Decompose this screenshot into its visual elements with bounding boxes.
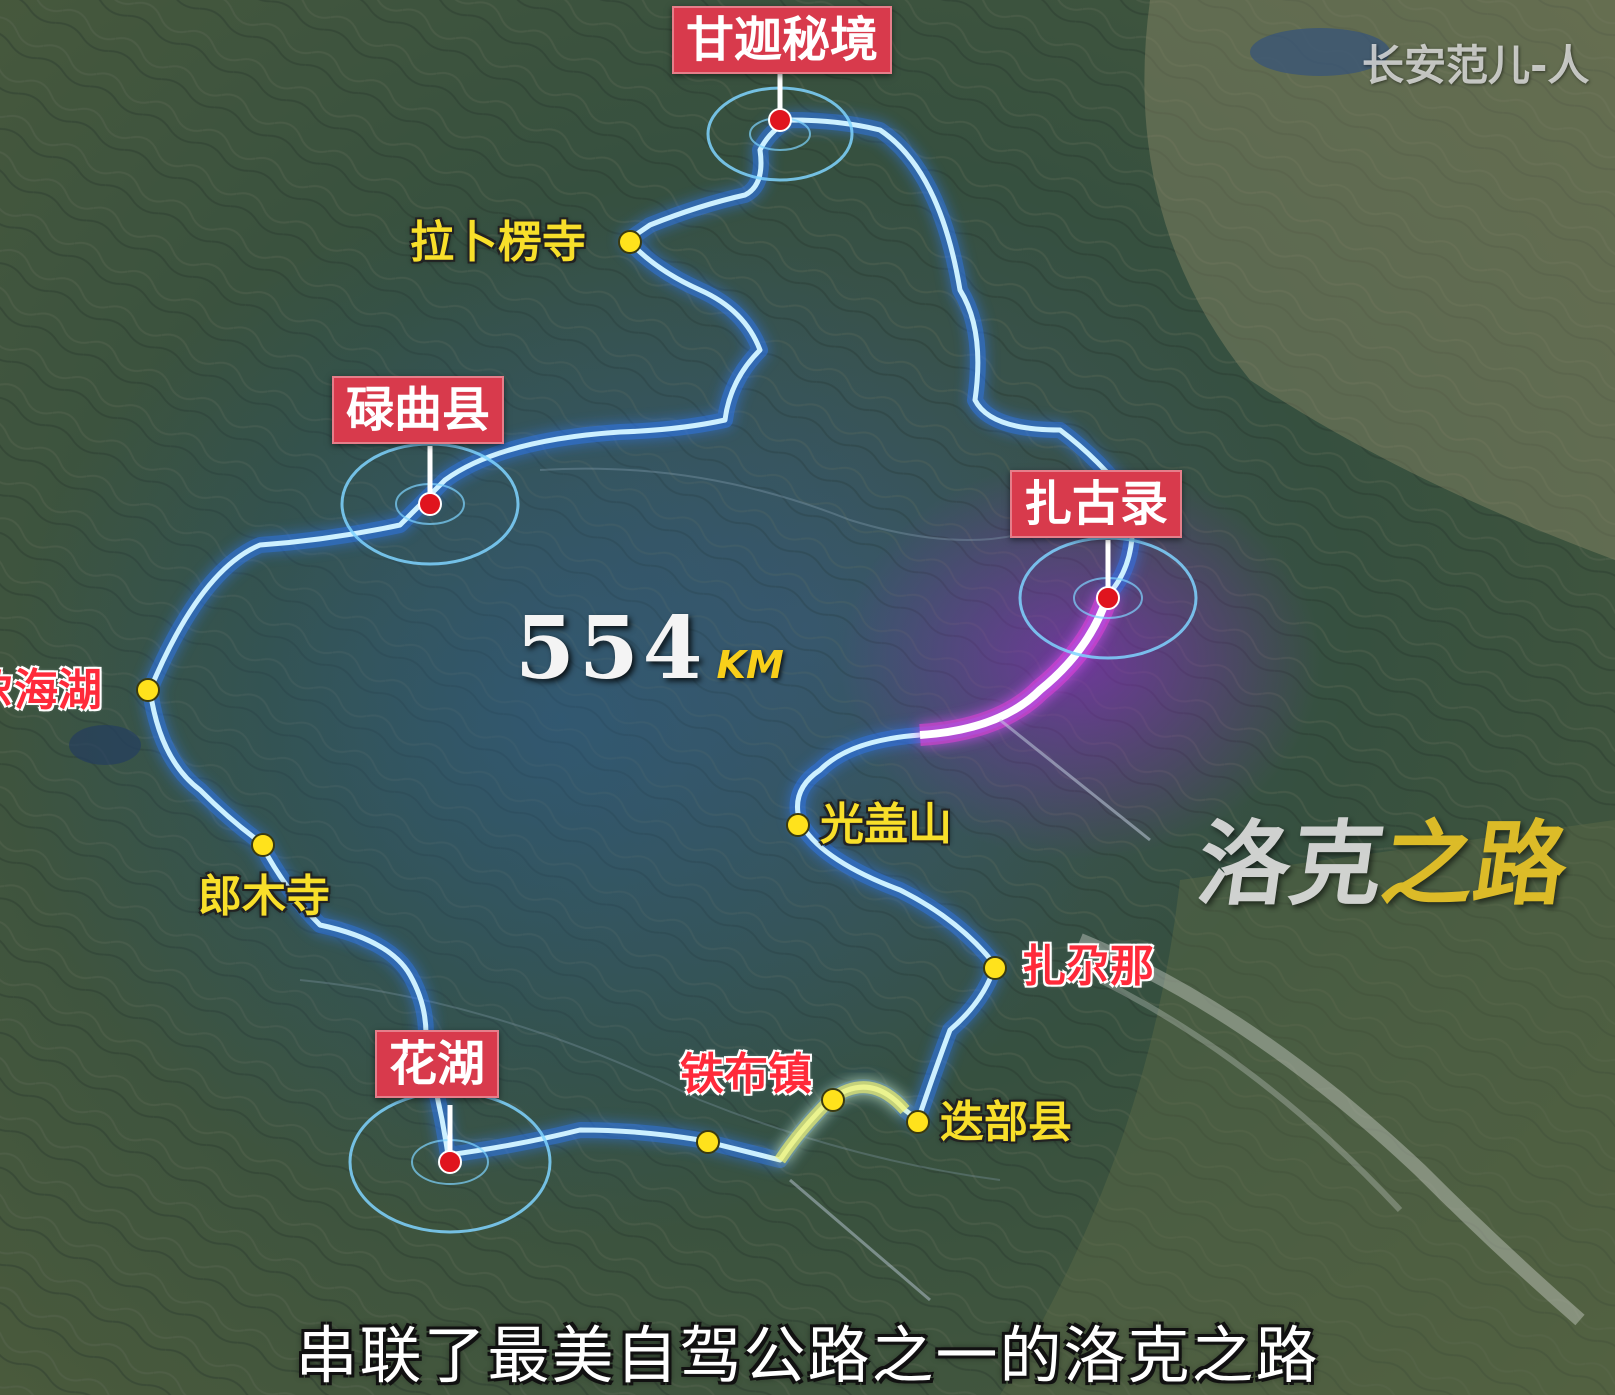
stop-label-diebu: 迭部县: [940, 1097, 1072, 1148]
stop-dot-gahai: [136, 678, 160, 702]
stop-dot-langmu: [251, 833, 275, 857]
stop-label-tiebu: 铁布镇: [680, 1049, 812, 1100]
route-distance: 554 KM: [515, 598, 784, 699]
stop-dot-guanggai: [786, 813, 810, 837]
major-stop-marker-zagulu: [1018, 536, 1198, 660]
video-subtitle: 串联了最美自驾公路之一的洛克之路: [295, 1319, 1320, 1392]
stop-label-gahai: 尕海湖: [0, 665, 102, 716]
stop-dot-tiebu: [821, 1088, 845, 1112]
channel-watermark: 长安范儿-人: [1362, 41, 1590, 90]
stop-label-zhagana: 扎尕那: [1022, 941, 1154, 992]
distance-value: 554: [515, 598, 707, 699]
distance-unit: KM: [716, 643, 784, 687]
major-stop-label-zagulu: 扎古录: [1010, 470, 1183, 538]
stop-dot-unlabeled: [696, 1130, 720, 1154]
major-stop-marker-huahu: [348, 1090, 552, 1234]
major-stop-label-huahu: 花湖: [375, 1030, 500, 1098]
stop-label-guanggai: 光盖山: [820, 799, 952, 850]
major-stop-marker-ganjia: [706, 72, 854, 182]
stop-label-langmu: 郎木寺: [198, 871, 330, 922]
route-title-part2: 之路: [1375, 811, 1575, 918]
route-title-part1: 洛克: [1191, 811, 1391, 918]
stop-dot-labuleng: [618, 230, 642, 254]
stop-dot-diebu: [906, 1110, 930, 1134]
stop-label-labuleng: 拉卜楞寺: [410, 217, 586, 268]
major-stop-label-ganjia: 甘迦秘境: [672, 6, 893, 74]
route-title: 洛克之路: [1191, 790, 1578, 923]
major-stop-label-luqu: 碌曲县: [332, 376, 505, 444]
major-stop-marker-luqu: [340, 442, 520, 566]
stop-dot-zhagana: [983, 956, 1007, 980]
